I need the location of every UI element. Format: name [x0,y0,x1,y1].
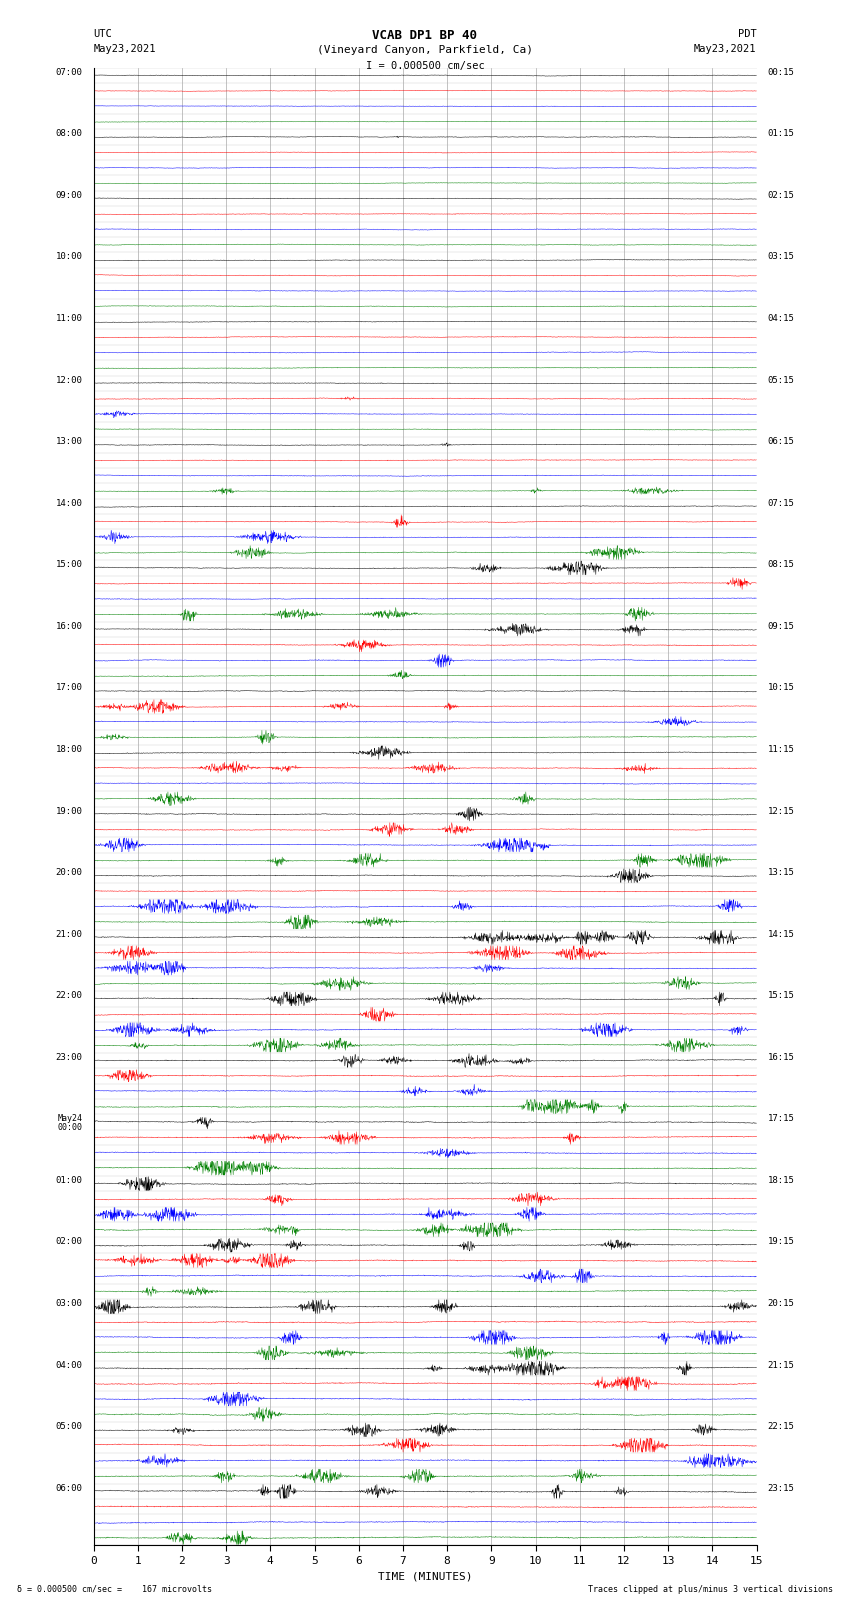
Text: 17:15: 17:15 [768,1115,795,1123]
Text: (Vineyard Canyon, Parkfield, Ca): (Vineyard Canyon, Parkfield, Ca) [317,45,533,55]
Text: 22:00: 22:00 [55,990,82,1000]
Text: 00:00: 00:00 [58,1123,82,1132]
Text: 16:15: 16:15 [768,1053,795,1061]
Text: 02:00: 02:00 [55,1237,82,1247]
Text: 19:15: 19:15 [768,1237,795,1247]
Text: 23:00: 23:00 [55,1053,82,1061]
Text: 11:00: 11:00 [55,315,82,323]
Text: δ = 0.000500 cm/sec =    167 microvolts: δ = 0.000500 cm/sec = 167 microvolts [17,1584,212,1594]
Text: 10:15: 10:15 [768,684,795,692]
Text: VCAB DP1 BP 40: VCAB DP1 BP 40 [372,29,478,42]
Text: May23,2021: May23,2021 [94,44,156,53]
Text: 18:15: 18:15 [768,1176,795,1186]
Text: 09:00: 09:00 [55,190,82,200]
Text: 14:15: 14:15 [768,929,795,939]
Text: 15:00: 15:00 [55,560,82,569]
Text: 05:15: 05:15 [768,376,795,384]
Text: 02:15: 02:15 [768,190,795,200]
Text: 09:15: 09:15 [768,623,795,631]
Text: 00:15: 00:15 [768,68,795,77]
Text: 05:00: 05:00 [55,1423,82,1431]
Text: 18:00: 18:00 [55,745,82,753]
Text: 08:15: 08:15 [768,560,795,569]
Text: 11:15: 11:15 [768,745,795,753]
Text: 15:15: 15:15 [768,990,795,1000]
Text: PDT: PDT [738,29,756,39]
Text: 08:00: 08:00 [55,129,82,139]
Text: 01:15: 01:15 [768,129,795,139]
Text: 06:15: 06:15 [768,437,795,447]
Text: 13:00: 13:00 [55,437,82,447]
Text: 03:15: 03:15 [768,253,795,261]
Text: 03:00: 03:00 [55,1298,82,1308]
Text: 16:00: 16:00 [55,623,82,631]
Text: 23:15: 23:15 [768,1484,795,1492]
Text: 10:00: 10:00 [55,253,82,261]
Text: 17:00: 17:00 [55,684,82,692]
Text: 04:15: 04:15 [768,315,795,323]
Text: 13:15: 13:15 [768,868,795,877]
Text: I = 0.000500 cm/sec: I = 0.000500 cm/sec [366,61,484,71]
Text: 01:00: 01:00 [55,1176,82,1186]
Text: May24: May24 [58,1115,82,1123]
Text: Traces clipped at plus/minus 3 vertical divisions: Traces clipped at plus/minus 3 vertical … [588,1584,833,1594]
Text: 21:15: 21:15 [768,1360,795,1369]
Text: 19:00: 19:00 [55,806,82,816]
Text: 07:15: 07:15 [768,498,795,508]
Text: May23,2021: May23,2021 [694,44,756,53]
Text: 22:15: 22:15 [768,1423,795,1431]
Text: 20:00: 20:00 [55,868,82,877]
Text: 06:00: 06:00 [55,1484,82,1492]
Text: 12:00: 12:00 [55,376,82,384]
Text: 07:00: 07:00 [55,68,82,77]
X-axis label: TIME (MINUTES): TIME (MINUTES) [377,1571,473,1581]
Text: UTC: UTC [94,29,112,39]
Text: 04:00: 04:00 [55,1360,82,1369]
Text: 14:00: 14:00 [55,498,82,508]
Text: 20:15: 20:15 [768,1298,795,1308]
Text: 12:15: 12:15 [768,806,795,816]
Text: 21:00: 21:00 [55,929,82,939]
